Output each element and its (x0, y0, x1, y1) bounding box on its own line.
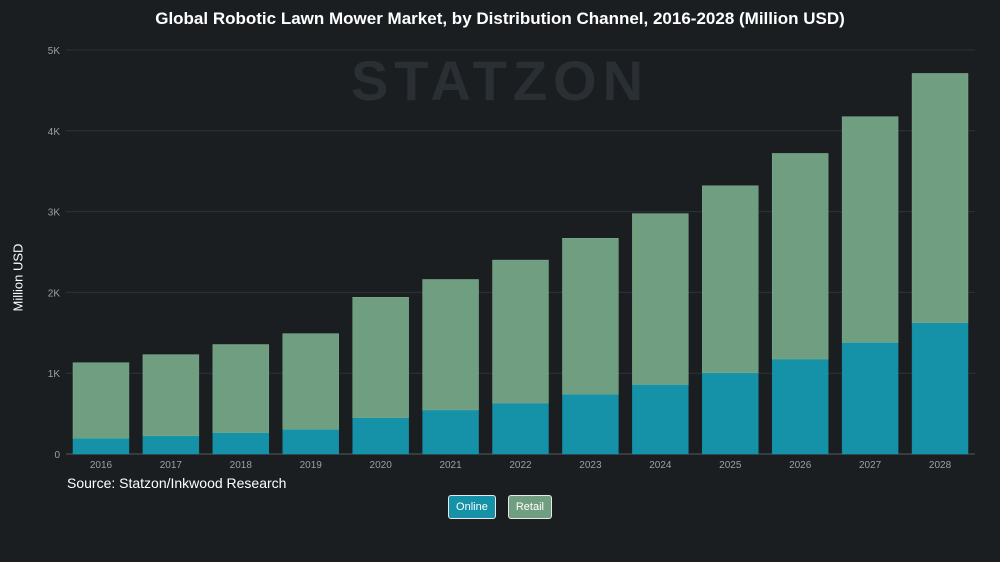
bar-retail-2028[interactable] (911, 73, 969, 323)
bar-online-2026[interactable] (771, 358, 829, 455)
bar-layer (72, 73, 969, 455)
bar-retail-2021[interactable] (422, 279, 479, 411)
x-tick-label: 2017 (160, 460, 183, 470)
x-tick-label: 2026 (789, 460, 812, 470)
legend-item-online[interactable]: Online (448, 495, 496, 519)
x-tick-label: 2025 (719, 460, 742, 470)
x-tick-label: 2022 (509, 460, 532, 470)
legend-item-retail[interactable]: Retail (507, 495, 552, 519)
source-note: Source: Statzon/Inkwood Research (67, 475, 287, 491)
bar-online-2027[interactable] (841, 342, 899, 455)
y-tick-label: 0 (54, 450, 60, 461)
y-tick-label: 5K (48, 46, 61, 57)
chart-title: Global Robotic Lawn Mower Market, by Dis… (155, 9, 845, 28)
y-tick-label: 4K (48, 127, 61, 138)
bar-online-2017[interactable] (142, 435, 200, 455)
bar-online-2023[interactable] (562, 393, 619, 455)
legend: Online Retail (0, 495, 1000, 519)
x-tick-label: 2016 (90, 460, 113, 470)
x-tick-label: 2027 (859, 460, 882, 470)
x-tick-label: 2018 (230, 460, 253, 470)
bar-retail-2020[interactable] (352, 296, 409, 418)
bar-online-2019[interactable] (282, 429, 339, 455)
chart-svg: STATZON 0 1K 2K 3K 4K 5K 2016 2017 2018 2019 2020 2… (48, 46, 975, 470)
x-tick-label: 2021 (439, 460, 462, 470)
bar-online-2024[interactable] (632, 384, 689, 455)
watermark-logo: STATZON (351, 49, 649, 112)
axis-layer: 0 1K 2K 3K 4K 5K 2016 2017 2018 2019 2020 2021 2022 2… (48, 46, 952, 470)
bar-online-2020[interactable] (352, 417, 409, 455)
x-tick-label: 2024 (649, 460, 672, 470)
bar-online-2021[interactable] (422, 409, 479, 455)
x-tick-label: 2019 (300, 460, 323, 470)
bar-retail-2019[interactable] (282, 333, 339, 430)
bar-online-2025[interactable] (702, 372, 759, 455)
x-tick-label: 2023 (579, 460, 602, 470)
bar-online-2018[interactable] (212, 432, 270, 455)
y-tick-label: 2K (48, 288, 61, 299)
bar-online-2028[interactable] (911, 322, 969, 455)
bar-retail-2017[interactable] (142, 354, 200, 437)
bar-retail-2026[interactable] (771, 153, 829, 360)
x-tick-label: 2020 (370, 460, 393, 470)
bar-retail-2024[interactable] (632, 213, 689, 385)
y-tick-label: 3K (48, 208, 61, 219)
bar-retail-2018[interactable] (212, 344, 270, 433)
bar-retail-2025[interactable] (702, 185, 759, 374)
bar-online-2016[interactable] (72, 437, 130, 455)
bar-retail-2016[interactable] (72, 362, 130, 439)
bar-retail-2022[interactable] (492, 259, 549, 404)
bar-retail-2027[interactable] (841, 116, 899, 343)
bar-retail-2023[interactable] (562, 238, 619, 395)
y-tick-label: 1K (48, 369, 61, 380)
x-tick-label: 2028 (929, 460, 952, 470)
bar-online-2022[interactable] (492, 402, 549, 455)
